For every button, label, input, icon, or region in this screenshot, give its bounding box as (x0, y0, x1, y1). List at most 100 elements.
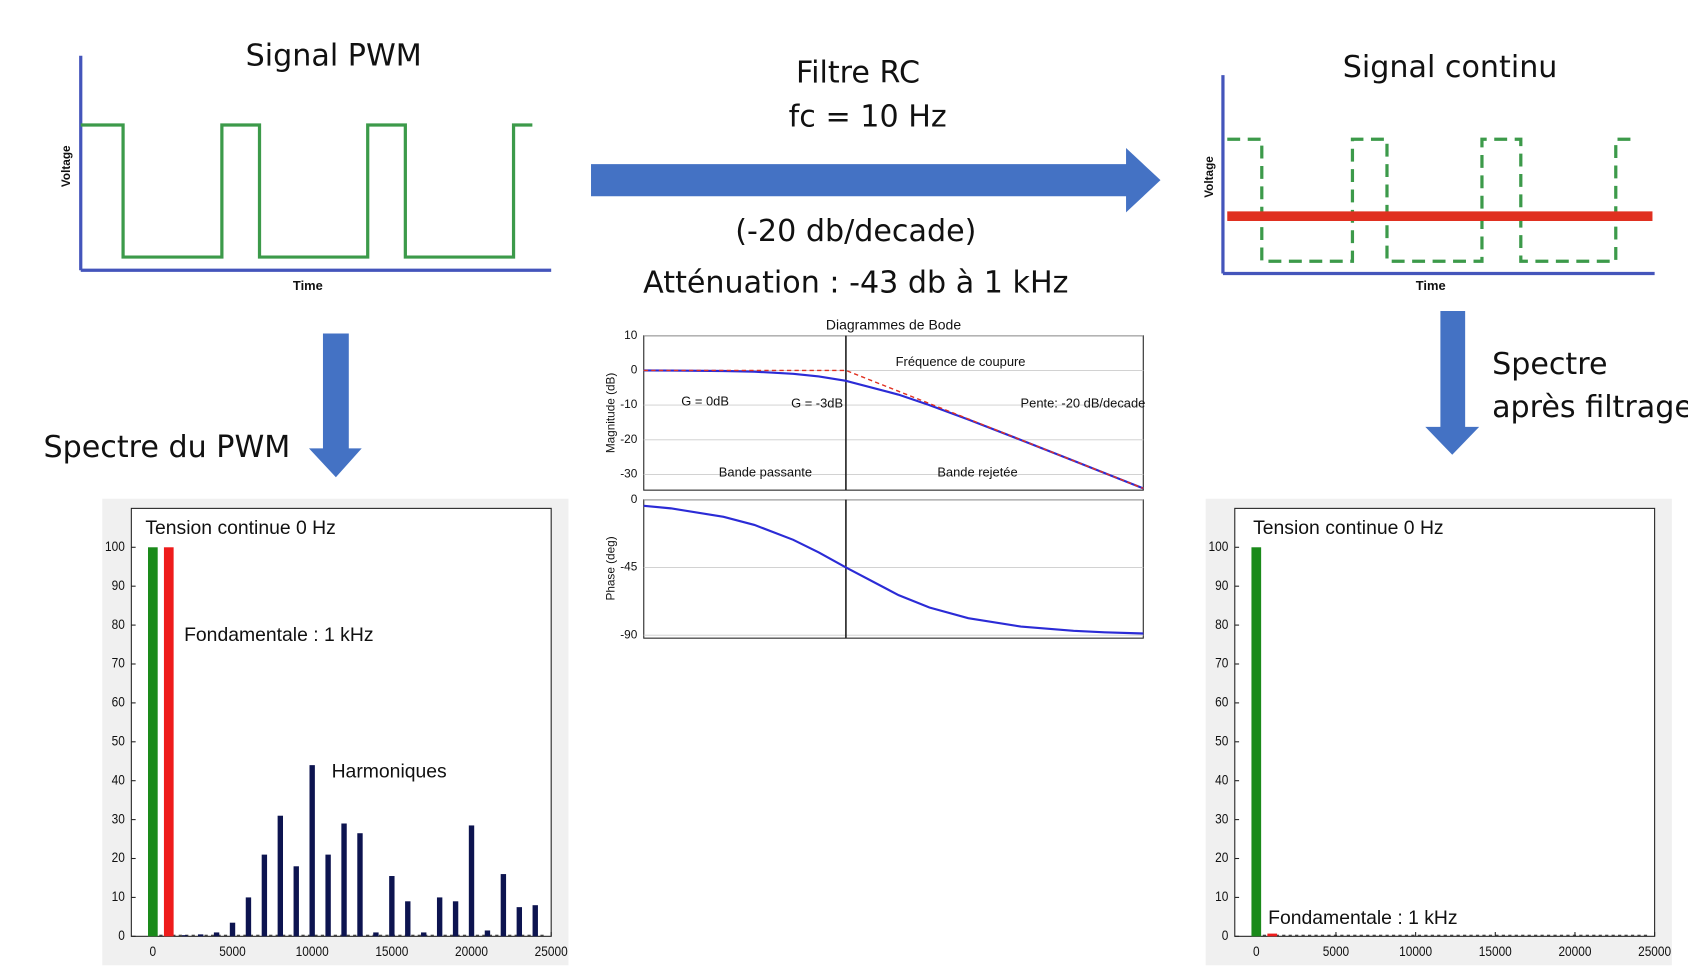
x-tick-label: 5000 (1323, 943, 1349, 959)
y-tick-label: 60 (1215, 694, 1228, 710)
label: après filtrage (1492, 390, 1688, 425)
annotation: G = 0dB (681, 394, 729, 409)
y-tick-label: 100 (1209, 538, 1229, 554)
bar (213, 932, 220, 937)
bar (309, 765, 315, 937)
annotation: Fondamentale : 1 kHz (1268, 907, 1457, 929)
label: Spectre (1492, 347, 1607, 382)
line-series (1227, 137, 1638, 263)
y-tick-label: 20 (112, 849, 125, 865)
bar (293, 866, 299, 937)
x-axis-label: Time (293, 278, 323, 293)
annotation: G = -3dB (791, 396, 843, 411)
annotation: Bande rejetée (937, 464, 1017, 479)
y-axis-label: Magnitude (dB) (604, 373, 618, 454)
annotation: Bande passante (719, 464, 812, 479)
y-tick-label: 0 (1222, 927, 1229, 943)
bar (532, 905, 538, 937)
y-tick-label: 10 (1215, 888, 1228, 904)
y-tick-label: 90 (112, 577, 125, 593)
x-tick-label: 15000 (375, 943, 408, 959)
bar (452, 901, 459, 937)
label: Spectre du PWM (43, 430, 290, 465)
x-tick-label: 25000 (1638, 943, 1671, 959)
x-tick-label: 0 (1253, 943, 1260, 959)
x-tick-label: 0 (150, 943, 157, 959)
x-tick-label: 15000 (1479, 943, 1512, 959)
y-tick-label: 10 (624, 328, 638, 342)
y-tick-label: -30 (620, 467, 638, 481)
y-tick-label: -90 (620, 627, 638, 641)
y-tick-label: -45 (620, 560, 638, 574)
bar (1251, 547, 1262, 937)
bar (163, 547, 174, 937)
y-tick-label: 40 (112, 771, 125, 787)
bar (148, 547, 158, 937)
annotation: Tension continue 0 Hz (145, 517, 336, 539)
y-tick-label: 50 (1215, 733, 1228, 749)
annotation: Tension continue 0 Hz (1253, 517, 1444, 539)
y-tick-label: 30 (112, 810, 125, 826)
line-series (643, 504, 1144, 635)
y-tick-label: 80 (112, 616, 125, 632)
y-tick-label: 20 (1215, 849, 1228, 865)
y-axis-label: Voltage (59, 145, 73, 187)
label: (-20 db/decade) (735, 214, 976, 249)
y-tick-label: -10 (620, 397, 638, 411)
bar (484, 930, 491, 937)
chart-title: Diagrammes de Bode (826, 317, 961, 333)
x-tick-label: 10000 (1399, 943, 1432, 959)
arrow (591, 148, 1161, 213)
label: fc = 10 Hz (789, 100, 947, 135)
annotation: Pente: -20 dB/decade (1021, 396, 1146, 411)
bar (405, 901, 411, 937)
y-tick-label: 0 (631, 492, 638, 506)
bar (197, 934, 204, 937)
annotation: Fréquence de coupure (896, 354, 1026, 369)
y-tick-label: -20 (620, 432, 638, 446)
plot-area (1234, 507, 1656, 937)
line-series (80, 123, 533, 259)
x-tick-label: 20000 (455, 943, 488, 959)
x-tick-label: 5000 (219, 943, 245, 959)
bar (245, 897, 252, 937)
plot-area (130, 507, 552, 937)
label: Filtre RC (796, 56, 920, 91)
bar (229, 922, 236, 937)
bar (468, 825, 475, 937)
bar (261, 854, 268, 937)
y-tick-label: 60 (112, 694, 125, 710)
annotation: Fondamentale : 1 kHz (184, 624, 373, 646)
bar (436, 897, 443, 937)
y-axis-label: Phase (deg) (604, 536, 618, 600)
y-tick-label: 40 (1215, 771, 1228, 787)
plot-area (643, 335, 1144, 491)
x-tick-label: 20000 (1558, 943, 1591, 959)
y-tick-label: 0 (631, 363, 638, 377)
y-tick-label: 0 (118, 927, 125, 943)
bar (516, 907, 523, 937)
bar (341, 823, 347, 937)
bar (1267, 933, 1278, 937)
y-tick-label: 50 (112, 733, 125, 749)
bar (325, 854, 331, 937)
bar (277, 815, 284, 937)
bar (373, 932, 379, 937)
annotation: Harmoniques (332, 760, 447, 782)
bar (421, 932, 427, 937)
plot-area (643, 499, 1144, 639)
x-tick-label: 10000 (296, 943, 329, 959)
bar (357, 833, 363, 937)
bar (500, 874, 507, 937)
y-tick-label: 70 (112, 655, 125, 671)
x-tick-label: 25000 (535, 943, 568, 959)
y-tick-label: 10 (112, 888, 125, 904)
arrow (1425, 311, 1480, 455)
chart-title: Signal PWM (246, 38, 422, 73)
bar (389, 876, 395, 937)
y-tick-label: 70 (1215, 655, 1228, 671)
chart-title: Signal continu (1343, 50, 1558, 85)
y-tick-label: 90 (1215, 577, 1228, 593)
arrow (308, 333, 362, 478)
y-axis-label: Voltage (1202, 156, 1216, 198)
